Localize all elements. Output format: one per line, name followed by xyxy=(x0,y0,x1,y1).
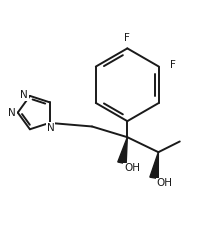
Text: N: N xyxy=(8,108,16,118)
Text: N: N xyxy=(47,123,54,133)
Text: F: F xyxy=(169,60,175,70)
Polygon shape xyxy=(150,152,158,178)
Text: F: F xyxy=(124,33,130,43)
Text: OH: OH xyxy=(124,163,140,173)
Text: OH: OH xyxy=(156,178,172,188)
Polygon shape xyxy=(118,137,127,164)
Text: N: N xyxy=(20,90,28,100)
